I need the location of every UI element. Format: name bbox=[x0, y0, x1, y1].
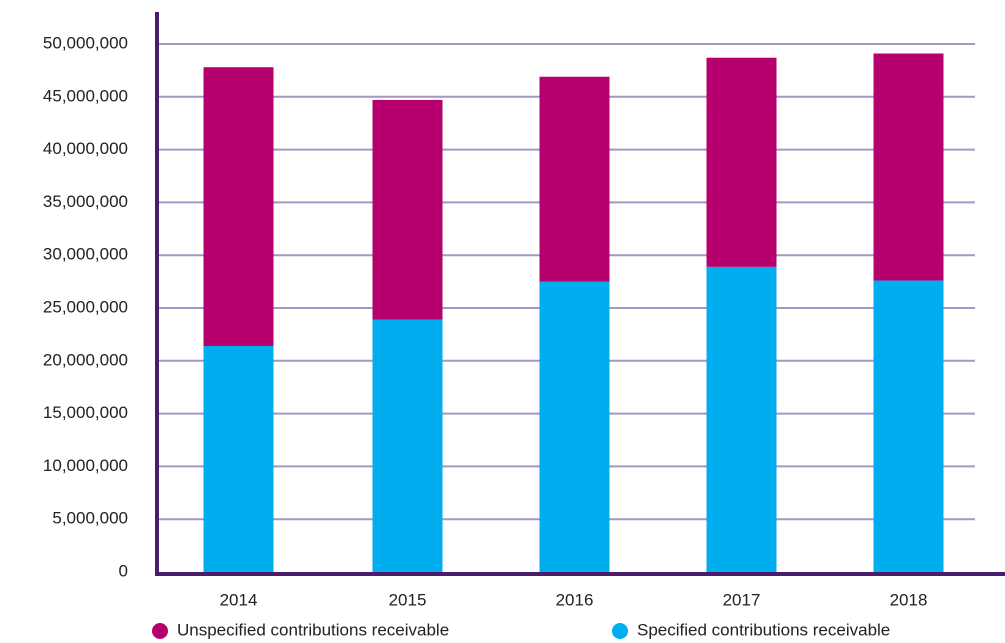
bar-segment bbox=[873, 53, 944, 281]
y-tick-label: 25,000,000 bbox=[43, 297, 128, 316]
x-tick-label: 2014 bbox=[220, 590, 258, 609]
bar-segment bbox=[873, 280, 944, 572]
legend-swatch bbox=[152, 623, 168, 639]
y-tick-label: 15,000,000 bbox=[43, 403, 128, 422]
y-tick-label: 50,000,000 bbox=[43, 33, 128, 52]
bar-segment bbox=[539, 281, 610, 572]
bar-segment bbox=[706, 57, 777, 267]
y-tick-label: 20,000,000 bbox=[43, 350, 128, 369]
y-tick-label: 40,000,000 bbox=[43, 139, 128, 158]
y-tick-label: 35,000,000 bbox=[43, 192, 128, 211]
y-tick-label: 45,000,000 bbox=[43, 86, 128, 105]
y-tick-label: 30,000,000 bbox=[43, 245, 128, 264]
x-tick-label: 2016 bbox=[556, 590, 594, 609]
bar-segment bbox=[372, 99, 443, 320]
x-tick-label: 2015 bbox=[389, 590, 427, 609]
bar-segment bbox=[706, 266, 777, 572]
bar-segment bbox=[203, 67, 274, 347]
y-tick-label: 5,000,000 bbox=[52, 509, 128, 528]
bar-segment bbox=[539, 76, 610, 282]
legend-label: Specified contributions receivable bbox=[637, 620, 890, 639]
x-tick-label: 2017 bbox=[723, 590, 761, 609]
bar-segment bbox=[372, 319, 443, 572]
legend-swatch bbox=[612, 623, 628, 639]
bar-segment bbox=[203, 346, 274, 572]
y-tick-label: 0 bbox=[119, 561, 128, 580]
legend-label: Unspecified contributions receivable bbox=[177, 620, 449, 639]
x-tick-label: 2018 bbox=[890, 590, 928, 609]
y-tick-label: 10,000,000 bbox=[43, 456, 128, 475]
